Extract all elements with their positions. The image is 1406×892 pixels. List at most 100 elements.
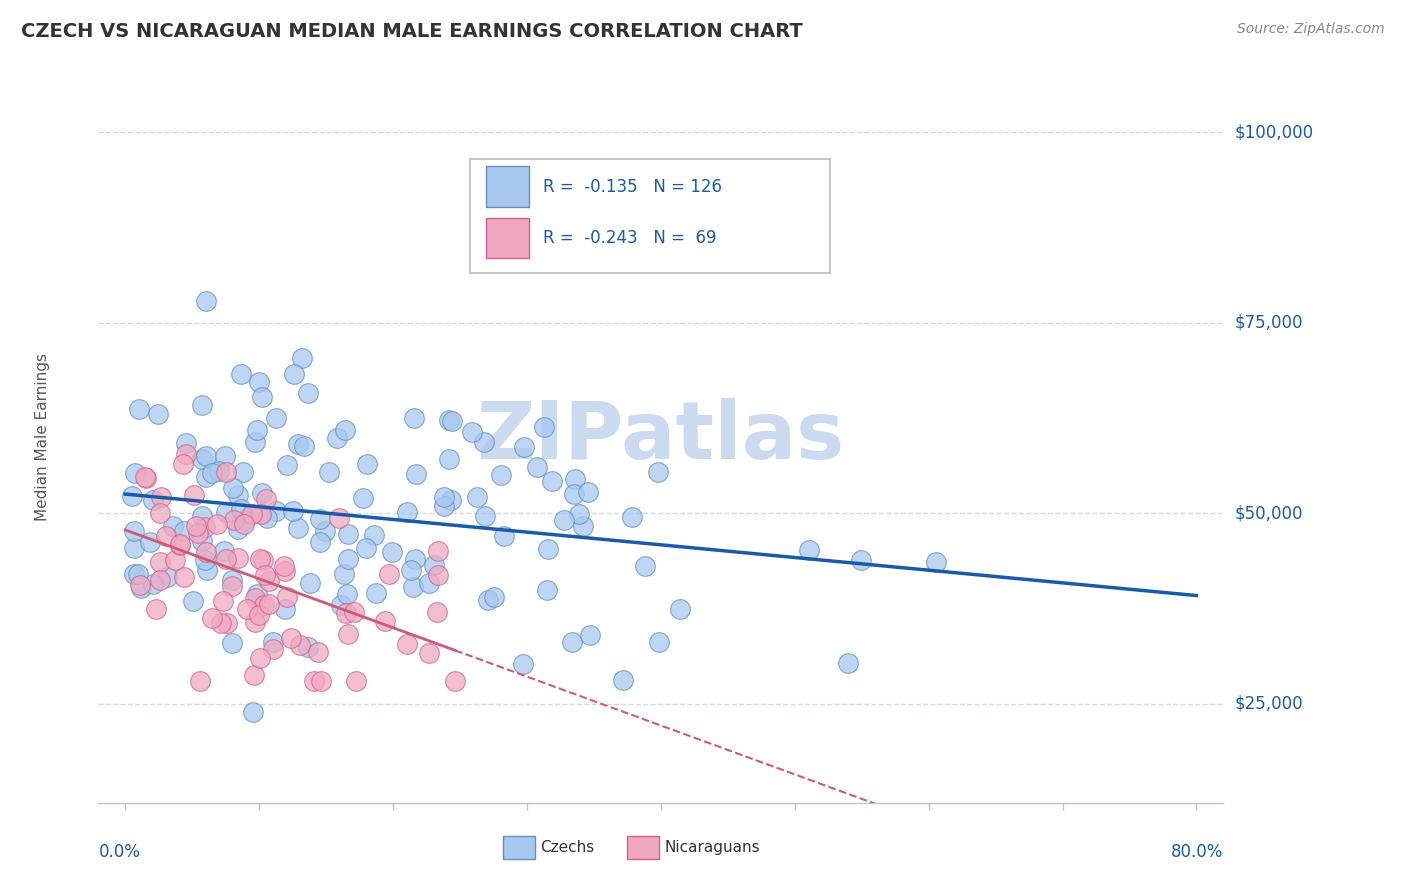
Point xyxy=(512,657,534,671)
FancyBboxPatch shape xyxy=(470,159,830,273)
Point xyxy=(374,614,396,628)
Point xyxy=(797,542,820,557)
Point xyxy=(564,472,586,486)
Point xyxy=(252,486,274,500)
Point xyxy=(533,419,555,434)
Point xyxy=(191,452,214,467)
Point xyxy=(576,485,599,500)
Point xyxy=(513,440,536,454)
Point xyxy=(337,552,360,566)
Point xyxy=(222,481,245,495)
Point xyxy=(221,636,243,650)
Point xyxy=(440,493,463,508)
Point xyxy=(173,570,195,584)
Point xyxy=(444,673,467,688)
FancyBboxPatch shape xyxy=(486,218,529,258)
Point xyxy=(242,706,264,720)
FancyBboxPatch shape xyxy=(503,836,534,859)
Point xyxy=(232,517,254,532)
Point xyxy=(252,553,274,567)
Point xyxy=(461,425,484,440)
Point xyxy=(353,491,375,505)
Point xyxy=(232,466,254,480)
Point xyxy=(437,451,460,466)
Point xyxy=(188,673,211,688)
Text: Median Male Earnings: Median Male Earnings xyxy=(35,353,49,521)
Point xyxy=(262,635,284,649)
Point xyxy=(247,607,270,622)
Point xyxy=(139,534,162,549)
Point xyxy=(243,668,266,682)
Point xyxy=(572,519,595,533)
Point xyxy=(236,602,259,616)
Point xyxy=(215,552,238,566)
Point xyxy=(381,545,404,559)
Point xyxy=(297,386,319,401)
Point xyxy=(274,564,297,578)
Point xyxy=(536,542,558,557)
Point xyxy=(215,466,238,480)
Point xyxy=(612,673,634,687)
Point xyxy=(249,551,271,566)
Point xyxy=(149,573,172,587)
Point xyxy=(477,592,499,607)
Text: R =  -0.135   N = 126: R = -0.135 N = 126 xyxy=(543,178,721,195)
Point xyxy=(124,524,146,539)
Text: CZECH VS NICARAGUAN MEDIAN MALE EARNINGS CORRELATION CHART: CZECH VS NICARAGUAN MEDIAN MALE EARNINGS… xyxy=(21,22,803,41)
Point xyxy=(292,439,315,453)
Point xyxy=(474,509,496,524)
Point xyxy=(195,563,218,577)
Point xyxy=(187,526,209,541)
Point xyxy=(124,566,146,581)
Point xyxy=(257,597,280,611)
Point xyxy=(536,583,558,598)
Point xyxy=(135,471,157,485)
Point xyxy=(418,575,440,590)
Point xyxy=(314,524,336,538)
Point xyxy=(432,499,454,513)
Point xyxy=(172,457,194,471)
Point xyxy=(257,574,280,588)
Point xyxy=(309,673,332,688)
Point xyxy=(273,558,295,573)
Point xyxy=(494,529,516,543)
Point xyxy=(149,490,172,504)
Point xyxy=(288,638,311,652)
Point xyxy=(283,368,305,382)
Point xyxy=(336,626,359,640)
Point xyxy=(553,513,575,527)
Point xyxy=(427,544,450,558)
Point xyxy=(228,522,250,536)
Point xyxy=(540,474,562,488)
Point xyxy=(142,492,165,507)
Point xyxy=(212,544,235,558)
Point xyxy=(247,375,270,389)
Point xyxy=(396,505,419,519)
Point xyxy=(129,577,152,591)
Point xyxy=(427,567,450,582)
FancyBboxPatch shape xyxy=(486,167,529,207)
Point xyxy=(169,538,191,552)
Point xyxy=(332,567,354,582)
Point xyxy=(250,391,273,405)
Point xyxy=(440,414,463,428)
Point xyxy=(253,568,276,582)
Point xyxy=(344,673,367,688)
Point xyxy=(402,581,425,595)
Point xyxy=(243,615,266,630)
Point xyxy=(356,457,378,471)
Point xyxy=(342,605,364,619)
Point xyxy=(191,509,214,524)
Point xyxy=(336,587,359,601)
Point xyxy=(201,467,224,481)
Point xyxy=(377,566,399,581)
Point xyxy=(127,567,149,582)
Point xyxy=(124,541,146,555)
Point xyxy=(212,594,235,608)
Point xyxy=(242,507,264,521)
Point xyxy=(280,631,302,645)
Point xyxy=(264,504,287,518)
Point xyxy=(276,590,298,604)
Text: $50,000: $50,000 xyxy=(1234,504,1303,523)
Point xyxy=(128,401,150,416)
